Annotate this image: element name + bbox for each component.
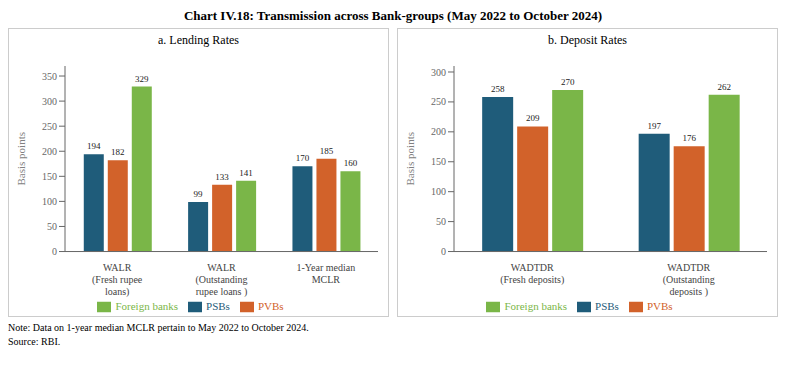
svg-text:50: 50: [47, 221, 57, 232]
svg-text:133: 133: [215, 172, 229, 182]
html-text:PVBs: PVBs: [257, 299, 284, 312]
svg-text:99: 99: [194, 189, 204, 199]
html-text:Source: RBI.: Source: RBI.: [8, 336, 61, 347]
svg-text:300: 300: [42, 96, 57, 107]
svg-text:209: 209: [526, 113, 540, 123]
svg-text:185: 185: [320, 146, 334, 156]
svg-text:WALR(Outstandingrupee loans ): WALR(Outstandingrupee loans ): [195, 262, 247, 298]
html-text:Note: Data on 1-year median MC: Note: Data on 1-year median MCLR pertain…: [8, 322, 309, 333]
html-text:PVBs: PVBs: [646, 299, 673, 312]
svg-text:250: 250: [42, 121, 57, 132]
svg-text:WALR(Fresh rupeeloans): WALR(Fresh rupeeloans): [92, 262, 143, 298]
svg-text:250: 250: [431, 96, 446, 107]
svg-text:270: 270: [561, 77, 575, 87]
html-text:a. Lending Rates: a. Lending Rates: [158, 33, 239, 47]
svg-text:182: 182: [111, 147, 125, 157]
svg-text:262: 262: [717, 82, 731, 92]
svg-text:200: 200: [42, 146, 57, 157]
svg-text:Basis points: Basis points: [15, 132, 27, 185]
svg-text:1-Year medianMCLR: 1-Year medianMCLR: [296, 262, 355, 285]
html-text:Foreign banks: Foreign banks: [115, 299, 178, 312]
svg-text:197: 197: [647, 121, 661, 131]
html-text:Foreign banks: Foreign banks: [504, 299, 567, 312]
svg-text:150: 150: [431, 156, 446, 167]
svg-text:300: 300: [431, 67, 446, 78]
svg-text:141: 141: [239, 168, 253, 178]
svg-text:0: 0: [441, 246, 446, 257]
svg-text:50: 50: [436, 216, 446, 227]
svg-text:0: 0: [52, 246, 57, 257]
svg-text:WADTDR(Fresh deposits): WADTDR(Fresh deposits): [500, 262, 564, 286]
svg-text:150: 150: [42, 171, 57, 182]
svg-text:170: 170: [296, 153, 310, 163]
svg-text:100: 100: [431, 186, 446, 197]
html-text:Chart IV.18: Transmission acro: Chart IV.18: Transmission across Bank-gr…: [183, 8, 603, 23]
svg-text:194: 194: [87, 141, 101, 151]
html-text:PSBs: PSBs: [206, 299, 230, 312]
svg-text:WADTDR(Outstandingdeposits ): WADTDR(Outstandingdeposits ): [663, 262, 715, 298]
svg-text:329: 329: [135, 74, 149, 84]
svg-text:160: 160: [344, 158, 358, 168]
svg-text:100: 100: [42, 196, 57, 207]
svg-text:350: 350: [42, 71, 57, 82]
svg-text:176: 176: [682, 133, 696, 143]
svg-text:200: 200: [431, 126, 446, 137]
svg-text:258: 258: [491, 84, 505, 94]
html-text:PSBs: PSBs: [595, 299, 619, 312]
html-text:b. Deposit Rates: b. Deposit Rates: [548, 33, 627, 47]
svg-text:Basis points: Basis points: [404, 132, 416, 185]
